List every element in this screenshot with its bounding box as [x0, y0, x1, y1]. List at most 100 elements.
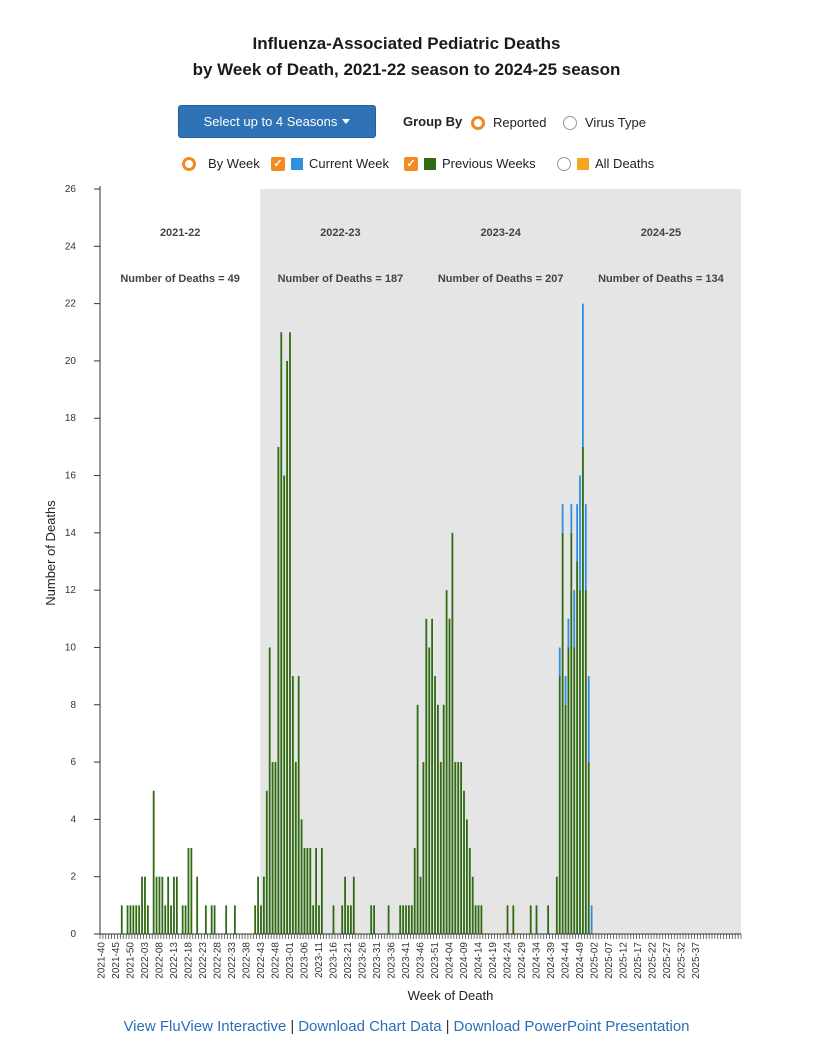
- bar-previous-weeks[interactable]: [315, 848, 317, 934]
- bar-previous-weeks[interactable]: [387, 905, 390, 934]
- bar-previous-weeks[interactable]: [416, 704, 419, 934]
- bar-previous-weeks[interactable]: [161, 876, 164, 934]
- bar-previous-weeks[interactable]: [184, 905, 187, 934]
- bar-previous-weeks[interactable]: [132, 905, 135, 934]
- bar-previous-weeks[interactable]: [126, 905, 129, 934]
- bar-previous-weeks[interactable]: [579, 590, 581, 934]
- bar-previous-weeks[interactable]: [410, 905, 413, 934]
- bar-previous-weeks[interactable]: [196, 876, 199, 934]
- bar-previous-weeks[interactable]: [399, 905, 402, 934]
- bar-current-week[interactable]: [582, 303, 584, 447]
- bar-previous-weeks[interactable]: [349, 905, 352, 934]
- bar-previous-weeks[interactable]: [141, 876, 143, 934]
- bar-previous-weeks[interactable]: [332, 905, 335, 934]
- bar-previous-weeks[interactable]: [233, 905, 236, 934]
- bar-previous-weeks[interactable]: [181, 905, 184, 934]
- bar-previous-weeks[interactable]: [425, 618, 428, 934]
- bar-previous-weeks[interactable]: [277, 446, 280, 934]
- bar-previous-weeks[interactable]: [152, 790, 155, 934]
- bar-previous-weeks[interactable]: [506, 905, 509, 934]
- bar-previous-weeks[interactable]: [547, 905, 550, 934]
- bar-previous-weeks[interactable]: [318, 905, 320, 934]
- bar-previous-weeks[interactable]: [460, 762, 463, 934]
- bar-previous-weeks[interactable]: [347, 905, 349, 934]
- bar-previous-weeks[interactable]: [309, 848, 312, 934]
- bar-previous-weeks[interactable]: [187, 848, 190, 934]
- select-seasons-button[interactable]: Select up to 4 Seasons: [178, 105, 376, 138]
- bar-previous-weeks[interactable]: [204, 905, 207, 934]
- bar-previous-weeks[interactable]: [442, 704, 445, 934]
- bar-previous-weeks[interactable]: [466, 819, 468, 934]
- bar-previous-weeks[interactable]: [468, 848, 471, 934]
- download-powerpoint-link[interactable]: Download PowerPoint Presentation: [453, 1018, 690, 1035]
- bar-previous-weeks[interactable]: [344, 876, 346, 934]
- bar-previous-weeks[interactable]: [555, 876, 558, 934]
- bar-previous-weeks[interactable]: [164, 905, 167, 934]
- bar-previous-weeks[interactable]: [294, 762, 297, 934]
- bar-previous-weeks[interactable]: [463, 790, 465, 934]
- bar-previous-weeks[interactable]: [312, 905, 315, 934]
- bar-previous-weeks[interactable]: [477, 905, 480, 934]
- bar-previous-weeks[interactable]: [175, 876, 178, 934]
- bar-previous-weeks[interactable]: [303, 848, 306, 934]
- bar-previous-weeks[interactable]: [271, 762, 274, 934]
- bar-previous-weeks[interactable]: [454, 762, 457, 934]
- bar-previous-weeks[interactable]: [434, 676, 436, 934]
- bar-previous-weeks[interactable]: [155, 876, 158, 934]
- bar-previous-weeks[interactable]: [135, 905, 138, 934]
- bar-previous-weeks[interactable]: [584, 590, 587, 934]
- bar-previous-weeks[interactable]: [428, 647, 431, 934]
- bar-current-week[interactable]: [558, 647, 561, 677]
- previous-weeks-toggle[interactable]: ✓ Previous Weeks: [404, 156, 536, 171]
- bar-previous-weeks[interactable]: [291, 676, 294, 934]
- bar-previous-weeks[interactable]: [564, 704, 567, 934]
- bar-previous-weeks[interactable]: [173, 876, 175, 934]
- bar-current-week[interactable]: [567, 618, 570, 648]
- bar-previous-weeks[interactable]: [268, 647, 271, 934]
- current-week-toggle[interactable]: ✓ Current Week: [271, 156, 389, 171]
- view-fluview-link[interactable]: View FluView Interactive: [123, 1018, 287, 1035]
- bar-current-week[interactable]: [584, 504, 587, 591]
- bar-previous-weeks[interactable]: [448, 618, 451, 934]
- bar-previous-weeks[interactable]: [190, 848, 193, 934]
- bar-current-week[interactable]: [564, 676, 567, 705]
- bar-previous-weeks[interactable]: [225, 905, 228, 934]
- bar-previous-weeks[interactable]: [474, 905, 477, 934]
- bar-previous-weeks[interactable]: [280, 332, 283, 934]
- bar-current-week[interactable]: [579, 475, 581, 591]
- bar-previous-weeks[interactable]: [480, 905, 483, 934]
- bar-previous-weeks[interactable]: [457, 762, 460, 934]
- bar-previous-weeks[interactable]: [300, 819, 303, 934]
- all-deaths-toggle[interactable]: All Deaths: [557, 156, 654, 171]
- bar-current-week[interactable]: [576, 504, 579, 562]
- bar-previous-weeks[interactable]: [439, 762, 442, 934]
- bar-previous-weeks[interactable]: [561, 532, 564, 934]
- bar-previous-weeks[interactable]: [283, 475, 286, 934]
- bar-previous-weeks[interactable]: [587, 762, 590, 934]
- bar-previous-weeks[interactable]: [352, 876, 355, 934]
- bar-previous-weeks[interactable]: [431, 618, 434, 934]
- bar-previous-weeks[interactable]: [570, 532, 573, 934]
- bar-previous-weeks[interactable]: [370, 905, 373, 934]
- bar-previous-weeks[interactable]: [535, 905, 538, 934]
- bar-previous-weeks[interactable]: [471, 876, 474, 934]
- bar-previous-weeks[interactable]: [213, 905, 216, 934]
- bar-previous-weeks[interactable]: [286, 360, 288, 934]
- bar-previous-weeks[interactable]: [512, 905, 515, 934]
- bar-current-week[interactable]: [573, 590, 576, 648]
- bar-previous-weeks[interactable]: [558, 676, 561, 934]
- reported-radio[interactable]: Reported: [471, 115, 546, 130]
- bar-previous-weeks[interactable]: [129, 905, 132, 934]
- bar-previous-weeks[interactable]: [419, 876, 422, 934]
- bar-previous-weeks[interactable]: [144, 876, 146, 934]
- virus-type-radio[interactable]: Virus Type: [563, 115, 646, 130]
- bar-previous-weeks[interactable]: [320, 848, 323, 934]
- bar-current-week[interactable]: [570, 504, 573, 533]
- bar-previous-weeks[interactable]: [210, 905, 213, 934]
- bar-previous-weeks[interactable]: [567, 647, 570, 934]
- bar-previous-weeks[interactable]: [167, 876, 170, 934]
- bar-previous-weeks[interactable]: [413, 848, 416, 934]
- bar-previous-weeks[interactable]: [576, 561, 579, 935]
- bar-current-week[interactable]: [561, 504, 564, 533]
- bar-previous-weeks[interactable]: [341, 905, 344, 934]
